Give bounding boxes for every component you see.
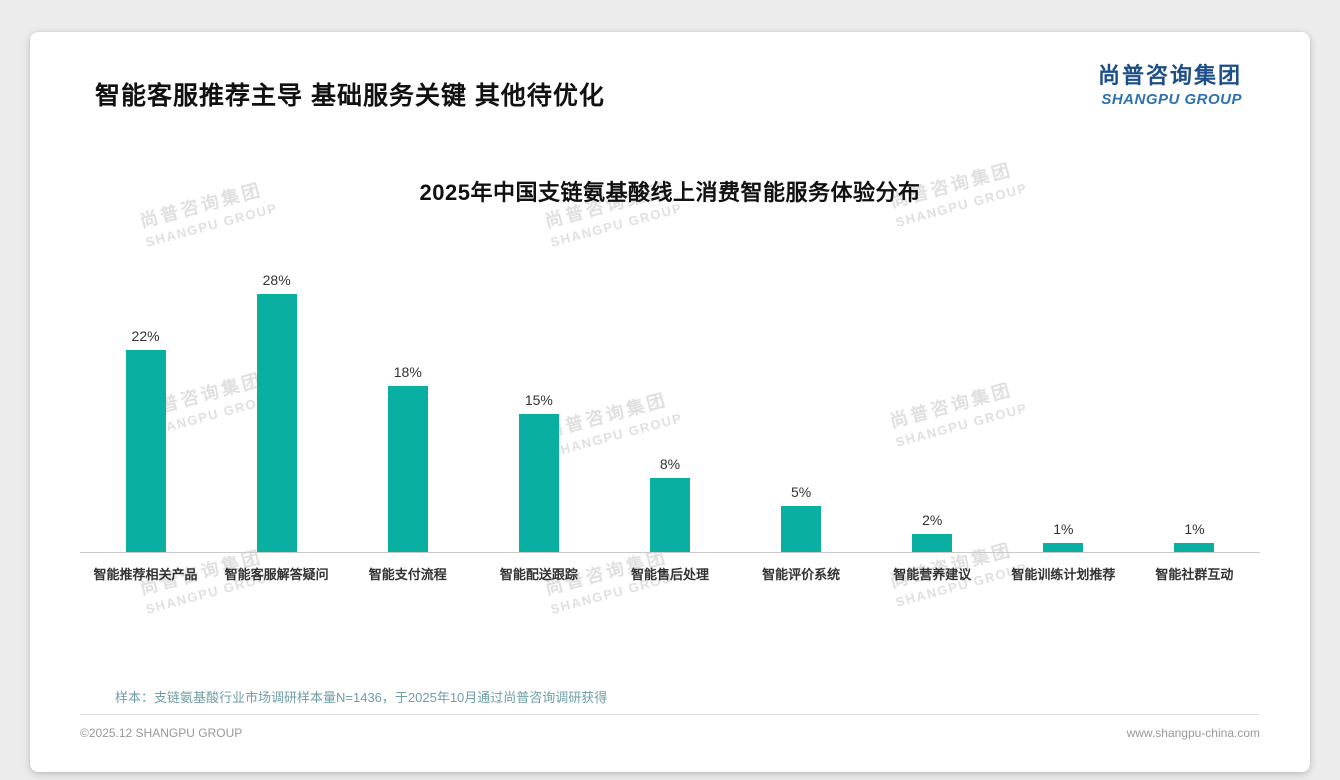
bar-value-label: 5% [790,484,812,500]
bar-category-label: 智能评价系统 [762,567,841,582]
bar-column: 8% [604,456,735,552]
website-url: www.shangpu-china.com [1126,726,1260,740]
bar-category-label: 智能支付流程 [368,567,447,582]
bar-category-label: 智能配送跟踪 [499,567,578,582]
company-logo: 尚普咨询集团 SHANGPU GROUP [1098,58,1242,108]
slide-content: 智能客服推荐主导 基础服务关键 其他待优化 尚普咨询集团 SHANGPU GRO… [30,32,1310,772]
page-title: 智能客服推荐主导 基础服务关键 其他待优化 [95,82,605,110]
x-axis-line [80,552,1260,553]
bar-category-label: 智能推荐相关产品 [93,567,198,582]
bar-column: 5% [736,484,867,552]
slide-card: 尚普咨询集团 SHANGPU GROUP 尚普咨询集团 SHANGPU GROU… [30,32,1310,772]
bar-column: 15% [473,392,604,552]
bar-value-label: 2% [922,511,943,528]
bar [387,386,428,552]
bar [256,294,297,552]
bar-column: 18% [342,364,473,552]
bar-value-label: 22% [131,327,160,344]
bar-column: 22% [80,328,211,552]
bar [1174,542,1215,552]
bar-value-label: 8% [659,456,681,473]
bar [125,349,166,552]
bar-column: 2% [867,512,998,552]
bar [912,533,953,552]
footer-divider [80,714,1260,715]
sample-footnote: 样本：支链氨基酸行业市场调研样本量N=1436，于2025年10月通过尚普咨询调… [115,690,608,705]
bar-value-label: 18% [393,364,422,381]
bar [649,478,690,552]
bar-value-label: 28% [262,272,291,289]
bar-chart-plot: 22% 28% 18% 15% 8% 5% 2% 1% 1% [80,272,1260,552]
bar-category-label: 智能售后处理 [630,567,709,582]
bar-category-label: 智能营养建议 [893,567,972,582]
bar-value-label: 1% [1184,520,1205,537]
logo-cn-text: 尚普咨询集团 [1097,63,1242,88]
bar-category-label: 智能社群互动 [1155,567,1234,582]
bar-category-label: 智能客服解答疑问 [224,567,329,582]
bar [781,506,822,552]
logo-en-text: SHANGPU GROUP [1101,91,1242,108]
x-axis-category-labels: 智能推荐相关产品 智能客服解答疑问 智能支付流程 智能配送跟踪 智能售后处理 智能评价系统… [80,564,1260,583]
copyright-text: ©2025.12 SHANGPU GROUP [80,726,243,740]
bar-value-label: 1% [1053,520,1074,537]
bar-value-label: 15% [524,392,553,408]
chart-title: 2025年中国支链氨基酸线上消费智能服务体验分布 [419,180,921,205]
bar [1043,542,1084,552]
bar-column: 28% [211,272,342,552]
bar-category-label: 智能训练计划推荐 [1011,567,1116,582]
bar [518,414,559,552]
bar-column: 1% [1129,521,1260,552]
bar-column: 1% [998,521,1129,552]
